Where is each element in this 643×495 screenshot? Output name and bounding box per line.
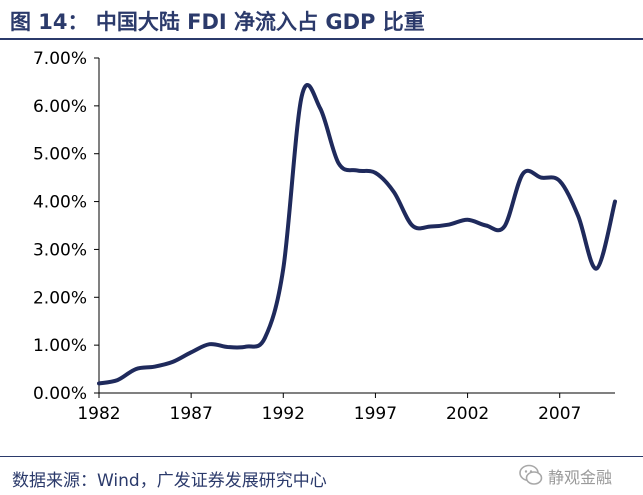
y-tick-label: 6.00% — [33, 97, 87, 117]
x-tick-label: 1997 — [354, 404, 397, 424]
source-note: 数据来源：Wind，广发证券发展研究中心 — [12, 471, 327, 491]
watermark-text: 静观金融 — [548, 468, 613, 487]
data-point — [263, 336, 267, 340]
data-point — [208, 342, 212, 346]
title-bar: 图 14： 中国大陆 FDI 净流入占 GDP 比重 — [0, 0, 643, 40]
y-tick-label: 2.00% — [33, 288, 87, 308]
data-point — [521, 172, 525, 176]
data-point — [244, 345, 248, 349]
y-tick-label: 4.00% — [33, 193, 87, 213]
data-point — [447, 223, 451, 227]
data-point — [373, 171, 377, 175]
y-tick-label: 5.00% — [33, 145, 87, 165]
data-point — [429, 224, 433, 228]
data-point — [97, 381, 101, 385]
data-point — [355, 168, 359, 172]
x-tick-label: 1987 — [170, 404, 213, 424]
data-point — [484, 224, 488, 227]
wechat-icon — [519, 464, 543, 485]
x-tick-label: 1992 — [262, 404, 305, 424]
line-chart: 0.00% 1.00% 2.00% 3.00% 4.00% 5.00% 6.00% 7.00%… — [33, 49, 617, 424]
data-point — [134, 367, 138, 371]
y-tick-label: 3.00% — [33, 240, 87, 260]
chart-title: 图 14： 中国大陆 FDI 净流入占 GDP 比重 — [10, 10, 425, 34]
data-point — [115, 378, 119, 382]
x-axis: 1982 1987 1992 1997 2002 2007 — [77, 392, 615, 424]
data-point — [466, 218, 470, 222]
data-point — [558, 179, 562, 183]
data-point — [152, 365, 156, 369]
data-point — [226, 345, 230, 349]
footer-divider — [0, 456, 643, 457]
data-point — [337, 161, 341, 165]
data-point — [613, 200, 617, 204]
y-tick-label: 1.00% — [33, 336, 87, 356]
data-point — [189, 350, 193, 354]
series-line — [97, 83, 617, 386]
y-axis: 0.00% 1.00% 2.00% 3.00% 4.00% 5.00% 6.00% 7.00% — [33, 49, 100, 404]
data-point — [171, 360, 175, 364]
y-tick-label: 7.00% — [33, 49, 87, 69]
x-tick-label: 2007 — [538, 404, 581, 424]
data-point — [318, 106, 322, 110]
data-point — [410, 224, 414, 227]
data-point — [502, 224, 506, 228]
data-point — [576, 214, 580, 218]
y-tick-label: 0.00% — [33, 384, 87, 404]
x-tick-label: 1982 — [77, 404, 120, 424]
x-tick-label: 2002 — [446, 404, 489, 424]
data-point — [595, 267, 599, 271]
data-point — [300, 94, 304, 98]
data-point — [392, 190, 396, 194]
data-point — [539, 176, 543, 180]
data-point — [281, 267, 285, 271]
series-group — [97, 83, 617, 386]
